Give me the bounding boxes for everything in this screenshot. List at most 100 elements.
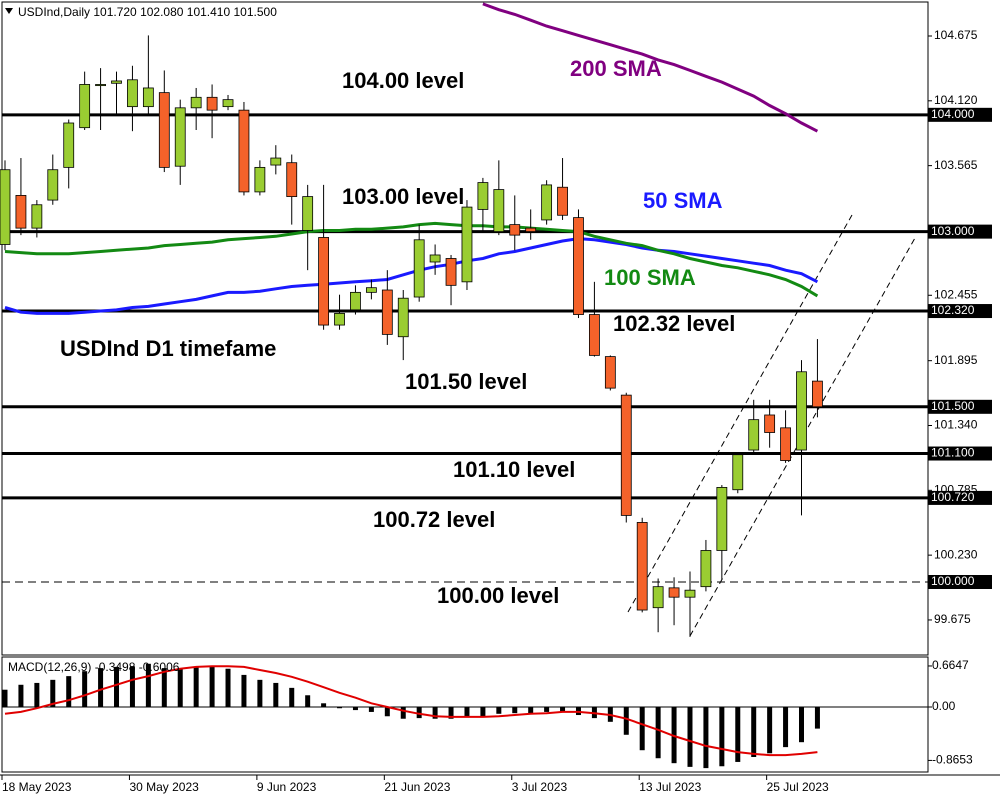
macd-bar: [432, 707, 438, 719]
macd-bar: [528, 707, 534, 714]
candle-body: [700, 550, 712, 588]
candle-body: [716, 486, 728, 551]
level-label: 100.720: [931, 490, 975, 504]
annotation: 101.10 level: [453, 457, 575, 482]
level-label: 102.320: [931, 303, 975, 317]
candle-body: [684, 589, 696, 598]
y-tick-label: 0.00: [932, 699, 956, 713]
macd-bar: [783, 707, 789, 748]
macd-bar: [337, 707, 343, 709]
level-label: 104.000: [931, 107, 975, 121]
macd-bar: [145, 663, 151, 707]
candle-body: [604, 356, 616, 389]
candle-body: [812, 380, 823, 408]
macd-bar: [18, 684, 24, 707]
level-label-box: [928, 575, 992, 590]
annotation: USDInd D1 timefame: [60, 336, 276, 361]
y-tick-label: 104.120: [934, 93, 978, 107]
level-label: 100.000: [931, 574, 975, 588]
candle-body: [764, 414, 776, 433]
candle-body: [620, 394, 632, 516]
macd-bar: [544, 707, 550, 712]
macd-bar: [512, 707, 518, 714]
x-tick-label: 21 Jun 2023: [384, 780, 450, 794]
series-label: 200 SMA: [570, 56, 662, 81]
level-label-box: [928, 446, 992, 461]
macd-bar: [257, 679, 263, 707]
candle-body: [174, 107, 186, 167]
level-label-box: [928, 304, 992, 319]
macd-bar: [464, 707, 470, 717]
macd-bar: [161, 668, 167, 707]
x-tick-label: 18 May 2023: [2, 780, 72, 794]
macd-bar: [400, 707, 406, 719]
header: USDInd,Daily 101.720 102.080 101.410 101…: [18, 5, 277, 19]
annotation: 104.00 level: [342, 68, 464, 93]
channel-line: [627, 214, 853, 613]
annotation: 101.50 level: [405, 369, 527, 394]
macd-bar: [623, 707, 629, 735]
annotation: 100.00 level: [437, 583, 559, 608]
series-label: 50 SMA: [643, 188, 723, 213]
level-label-box: [928, 107, 992, 122]
macd-title: MACD(12,26,9) -0.3498 -0.6006: [8, 660, 180, 674]
candle-body: [636, 522, 648, 611]
candle-body: [286, 162, 298, 197]
series-label: 100 SMA: [604, 265, 696, 290]
annotation: 103.00 level: [342, 184, 464, 209]
y-tick-label: 99.675: [934, 612, 971, 626]
candle-body: [15, 195, 27, 229]
candle-body: [748, 419, 760, 451]
sma-line: [482, 2, 819, 133]
macd-bar: [114, 666, 120, 707]
x-tick-label: 30 May 2023: [129, 780, 199, 794]
candle-body: [365, 287, 377, 293]
macd-bar: [767, 707, 773, 754]
candle-body: [158, 92, 170, 168]
candle-body: [190, 96, 202, 109]
macd-bar: [66, 676, 72, 707]
candle-body: [127, 79, 138, 108]
macd-bar: [98, 668, 104, 707]
macd-bar: [814, 707, 820, 729]
level-label-box: [928, 399, 992, 414]
y-tick-label: 101.895: [934, 353, 978, 367]
signal-line: [4, 665, 818, 757]
x-tick-label: 3 Jul 2023: [512, 780, 568, 794]
candle-body: [429, 254, 441, 263]
candle-body: [493, 189, 505, 233]
candle-body: [47, 169, 59, 201]
macd-bar: [82, 671, 88, 707]
macd-bar: [209, 666, 215, 707]
level-label: 103.000: [931, 224, 975, 238]
main-panel-frame: [1, 1, 929, 656]
candle-body: [461, 206, 473, 283]
y-tick-label: 104.675: [934, 28, 978, 42]
sma-line: [4, 221, 819, 298]
macd-bar: [305, 695, 311, 707]
candle-body: [573, 217, 584, 315]
y-tick-label: -0.8653: [932, 753, 973, 767]
macd-panel-frame: [1, 656, 929, 773]
candle-body: [589, 314, 600, 356]
candle-body: [350, 291, 361, 311]
symbol-menu-icon: [5, 8, 13, 14]
candle-body: [445, 258, 457, 286]
macd-bar: [639, 707, 645, 751]
macd-bar: [480, 707, 486, 717]
macd-bar: [193, 666, 199, 707]
macd-bar: [496, 707, 502, 714]
x-tick-label: 13 Jul 2023: [639, 780, 701, 794]
candle-body: [381, 289, 393, 335]
candle-body: [413, 239, 425, 298]
macd-bar: [751, 707, 757, 757]
level-label: 101.500: [931, 399, 975, 413]
macd-bar: [687, 707, 693, 767]
level-label: 101.100: [931, 446, 975, 460]
candle-body: [318, 237, 330, 326]
macd-bar: [719, 707, 725, 767]
macd-bar: [289, 687, 295, 707]
macd-bar: [177, 668, 183, 707]
y-tick-label: 100.230: [934, 547, 978, 561]
